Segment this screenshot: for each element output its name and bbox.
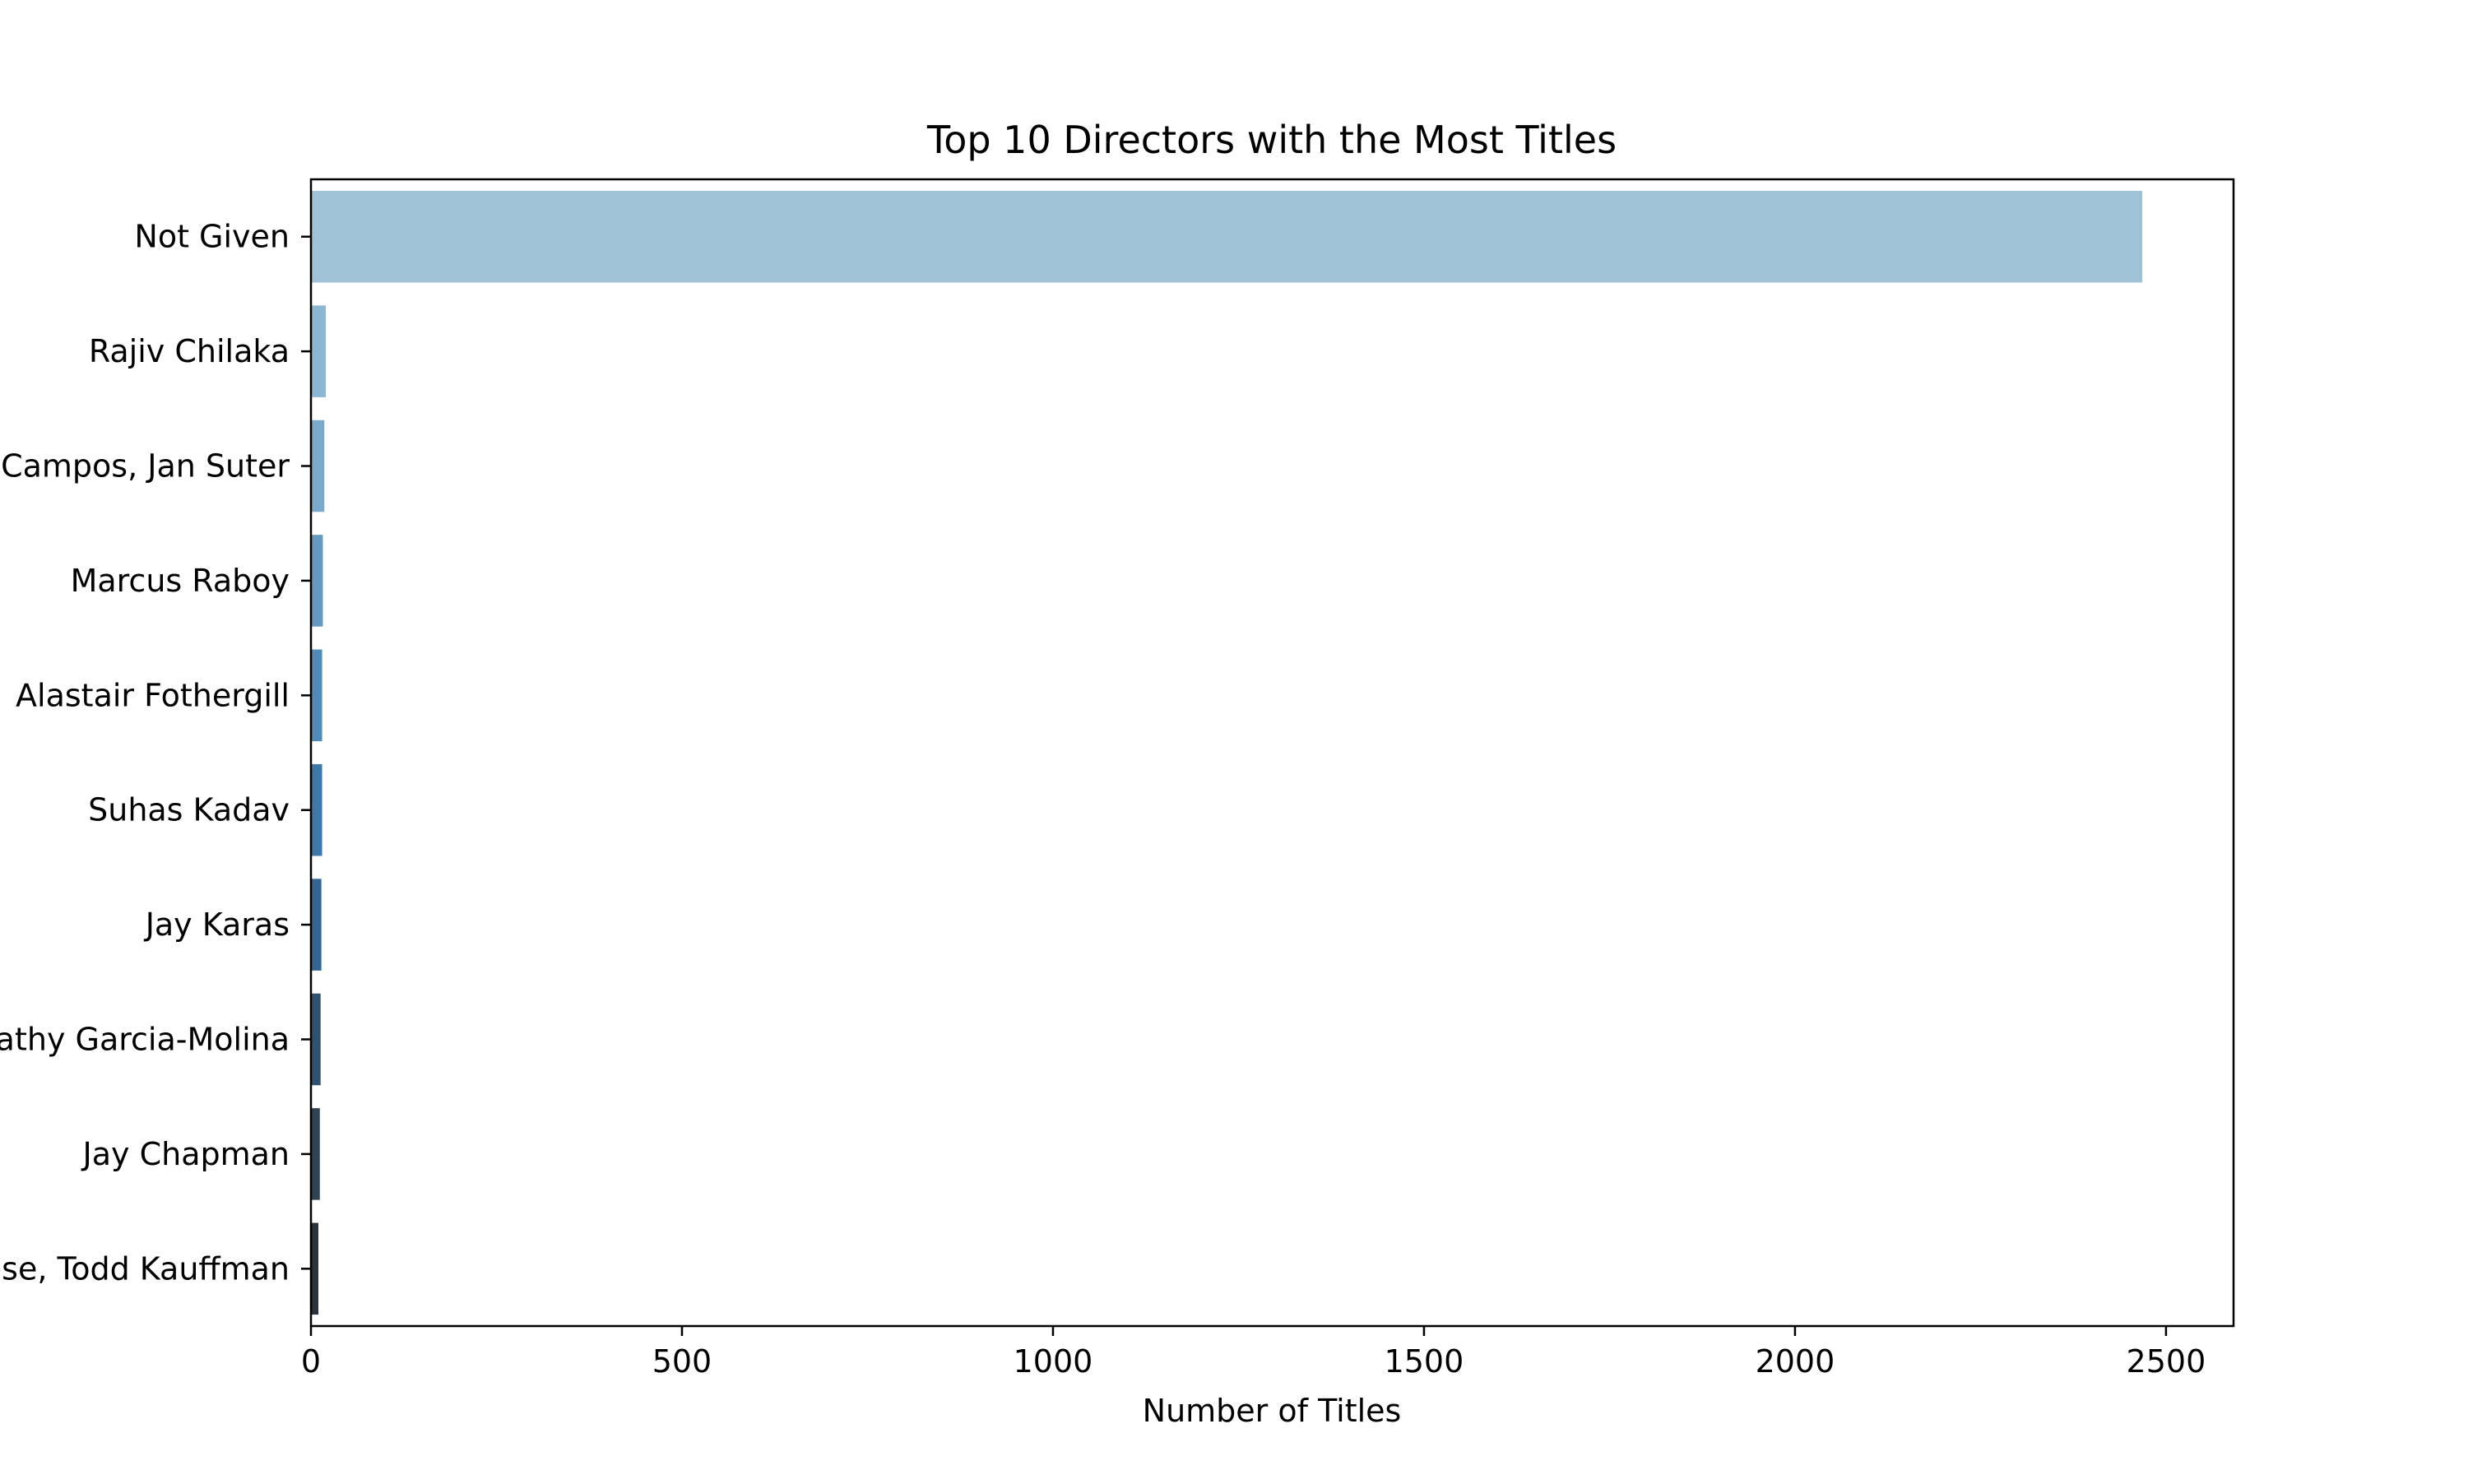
x-tick-label: 1500 [1385, 1343, 1464, 1380]
chart-title: Top 10 Directors with the Most Titles [926, 118, 1617, 162]
bar [311, 305, 327, 397]
bar [311, 420, 325, 512]
bar [311, 649, 322, 742]
y-tick-label: Not Given [134, 219, 290, 255]
x-tick-label: 0 [301, 1343, 321, 1380]
bar [311, 879, 322, 971]
y-tick-label: Marcus Raboy [71, 563, 290, 599]
y-tick-label: Jay Chapman [81, 1136, 290, 1172]
y-tick-label: Raúl Campos, Jan Suter [0, 448, 290, 485]
y-tick-label: Jay Karas [144, 907, 290, 943]
x-tick-label: 2500 [2127, 1343, 2206, 1380]
bar [311, 1222, 319, 1315]
x-tick-label: 1000 [1014, 1343, 1093, 1380]
bar [311, 190, 2143, 283]
bar [311, 535, 323, 627]
plot-frame [309, 178, 2235, 1328]
x-tick-label: 2000 [1756, 1343, 1835, 1380]
x-axis-label: Number of Titles [1143, 1393, 1402, 1429]
y-tick-label: Cathy Garcia-Molina [0, 1022, 290, 1058]
x-tick-label: 500 [652, 1343, 712, 1380]
bar [311, 1108, 320, 1200]
y-tick-label: Suhas Kadav [88, 792, 290, 828]
y-axis: Not Given Rajiv Chilaka Raúl Campos, Jan S… [0, 219, 311, 1287]
bar [311, 993, 321, 1086]
y-tick-label: Martin Scorsese, Todd Kauffman [0, 1250, 290, 1287]
bars-group [311, 190, 2143, 1315]
x-axis: 0 500 1000 1500 2000 2500 [301, 1326, 2206, 1380]
y-tick-label: Rajiv Chilaka [89, 333, 290, 369]
bar [311, 763, 322, 856]
y-tick-label: Alastair Fothergill [16, 677, 290, 713]
